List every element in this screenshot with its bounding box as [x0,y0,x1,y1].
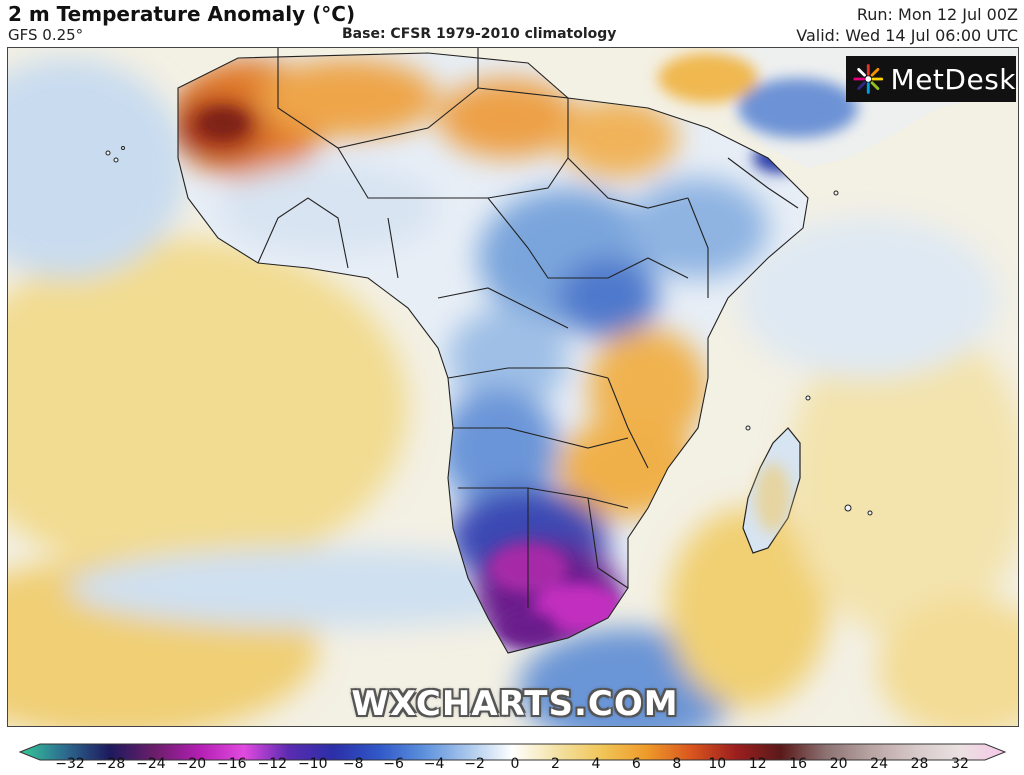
colorbar-tick-label: −20 [176,756,207,772]
chart-title: 2 m Temperature Anomaly (°C) [8,2,356,26]
anomaly-map-svg [8,48,1018,726]
colorbar-tick-label: 6 [631,756,641,772]
anomaly-map[interactable] [7,47,1019,727]
colorbar-tick-label: 24 [870,756,888,772]
colorbar [18,743,1007,761]
colorbar-tick-label: −8 [342,756,364,772]
colorbar-tick-label: −2 [464,756,485,772]
colorbar-tick-label: 28 [910,756,929,772]
colorbar-tick-label: 20 [829,756,848,772]
colorbar-tick-label: −28 [95,756,126,772]
colorbar-scale [18,743,1007,761]
metdesk-logo-icon [853,64,884,94]
metdesk-logo-text: MetDesk [890,62,1016,96]
colorbar-tick-label: −4 [423,756,445,772]
valid-time-label: Valid: Wed 14 Jul 06:00 UTC [796,26,1018,45]
run-time-label: Run: Mon 12 Jul 00Z [856,5,1018,24]
colorbar-tick-label: 4 [591,756,601,772]
colorbar-tick-label: 16 [789,756,808,772]
colorbar-tick-label: −6 [383,756,404,772]
colorbar-tick-label: 2 [550,756,560,772]
colorbar-tick-label: −24 [136,756,166,772]
metdesk-logo: MetDesk [846,56,1016,102]
colorbar-tick-label: 8 [672,756,682,772]
colorbar-tick-label: 32 [951,756,969,772]
colorbar-tick-label: 10 [708,756,727,772]
colorbar-tick-label: 0 [510,756,520,772]
colorbar-tick-label: −16 [217,756,247,772]
colorbar-tick-label: −32 [55,756,85,772]
climatology-base-label: Base: CFSR 1979-2010 climatology [342,26,617,42]
colorbar-tick-label: −10 [297,756,328,772]
colorbar-tick-label: −12 [257,756,288,772]
chart-header: 2 m Temperature Anomaly (°C) GFS 0.25° B… [0,0,1024,46]
model-label: GFS 0.25° [8,26,84,44]
colorbar-tick-label: 12 [748,756,767,772]
wxcharts-watermark: WXCHARTS.COM [351,684,679,724]
